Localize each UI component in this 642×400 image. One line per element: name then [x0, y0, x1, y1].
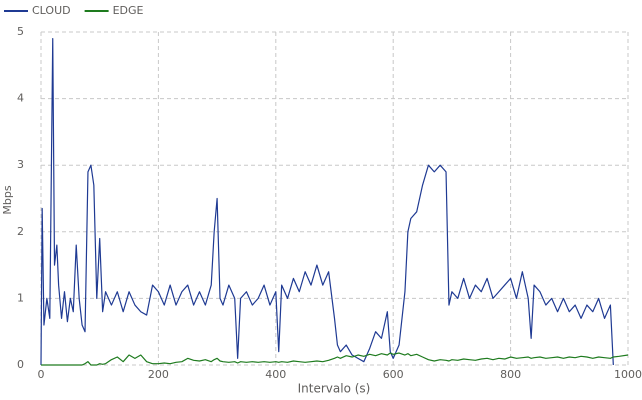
x-tick-label: 0	[38, 368, 45, 381]
y-tick-label: 1	[17, 291, 24, 304]
x-tick-label: 200	[148, 368, 169, 381]
y-tick-label: 2	[17, 225, 24, 238]
y-tick-label: 4	[17, 92, 24, 105]
y-tick-label: 5	[17, 25, 24, 38]
x-tick-label: 800	[500, 368, 521, 381]
legend-label: CLOUD	[32, 4, 71, 17]
series-line	[41, 352, 629, 366]
x-axis-label: Intervalo (s)	[298, 382, 371, 396]
x-tick-label: 600	[383, 368, 404, 381]
x-tick-label: 400	[265, 368, 286, 381]
y-tick-label: 0	[17, 358, 24, 371]
y-axis-label: Mbps	[1, 185, 14, 214]
y-tick-label: 3	[17, 158, 24, 171]
x-tick-label: 1000	[614, 368, 642, 381]
legend-label: EDGE	[113, 4, 144, 17]
series-line	[40, 38, 614, 366]
